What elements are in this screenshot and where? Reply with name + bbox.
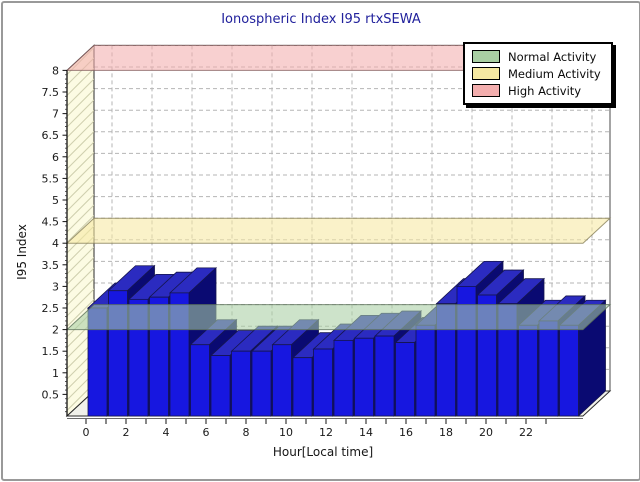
y-tick-label: 6.5: [42, 129, 60, 142]
y-tick-label: 2: [52, 324, 59, 337]
wall-hatch: [67, 299, 94, 327]
x-tick-label: 12: [319, 426, 333, 439]
band-normal: [65, 304, 612, 331]
x-tick-label: 14: [359, 426, 373, 439]
wall-hatch: [67, 162, 94, 191]
wall-hatch: [67, 68, 94, 96]
x-tick-label: 16: [399, 426, 413, 439]
wall-hatch: [67, 194, 94, 222]
wall-hatch: [67, 414, 94, 417]
legend-item-normal: Normal Activity: [472, 48, 601, 65]
medium-activity-swatch: [472, 67, 500, 80]
wall-hatch: [67, 152, 94, 180]
legend: Normal Activity Medium Activity High Act…: [463, 42, 613, 105]
x-tick-label: 20: [479, 426, 493, 439]
chart-title: Ionospheric Index I95 rtxSEWA: [221, 12, 421, 27]
wall-hatch: [67, 78, 94, 107]
y-tick-label: 8: [52, 64, 59, 77]
y-tick-label: 2.5: [42, 302, 60, 315]
x-tick-label: 6: [203, 426, 210, 439]
wall-hatch: [67, 110, 94, 138]
y-tick-label: 4.5: [42, 216, 60, 229]
wall-hatch: [67, 16, 94, 43]
x-tick-label: 4: [163, 426, 170, 439]
high-activity-swatch: [472, 84, 500, 97]
wall-hatch: [67, 204, 94, 233]
legend-item-medium: Medium Activity: [472, 65, 601, 82]
legend-label-normal: Normal Activity: [508, 49, 597, 64]
y-tick-label: 3: [52, 280, 59, 293]
y-tick-label: 3.5: [42, 259, 60, 272]
y-tick-label: 7.5: [42, 86, 60, 99]
wall-hatch: [67, 131, 94, 159]
x-tick-label: 18: [439, 426, 453, 439]
band-medium: [65, 217, 612, 244]
legend-label-medium: Medium Activity: [508, 66, 601, 81]
x-tick-label: 0: [83, 426, 90, 439]
y-tick-label: 1.5: [42, 345, 60, 358]
y-tick-label: 0.5: [42, 388, 60, 401]
wall-hatch: [67, 267, 94, 296]
wall-hatch: [67, 99, 94, 128]
legend-item-high: High Activity: [472, 82, 601, 99]
wall-hatch: [67, 257, 94, 285]
wall-hatch: [67, 183, 94, 212]
wall-hatch: [67, 120, 94, 149]
wall-hatch: [67, 278, 94, 306]
y-tick-label: 6: [52, 151, 59, 164]
x-tick-label: 10: [279, 426, 293, 439]
x-tick-label: 8: [243, 426, 250, 439]
x-axis-title: Hour[Local time]: [272, 445, 374, 459]
y-tick-label: 5: [52, 194, 59, 207]
wall-hatch: [67, 173, 94, 201]
wall-hatch: [67, 141, 94, 170]
y-tick-label: 1: [52, 367, 59, 380]
wall-hatch: [67, 215, 94, 243]
x-tick-label: 22: [519, 426, 533, 439]
y-axis-title: I95 Index: [15, 224, 29, 280]
wall-hatch: [67, 89, 94, 117]
y-tick-label: 7: [52, 108, 59, 121]
wall-hatch: [67, 246, 94, 275]
legend-label-high: High Activity: [508, 83, 582, 98]
y-tick-label: 4: [52, 237, 59, 250]
x-tick-label: 2: [123, 426, 130, 439]
wall-hatch: [67, 288, 94, 317]
normal-activity-swatch: [472, 50, 500, 63]
y-tick-label: 5.5: [42, 172, 60, 185]
